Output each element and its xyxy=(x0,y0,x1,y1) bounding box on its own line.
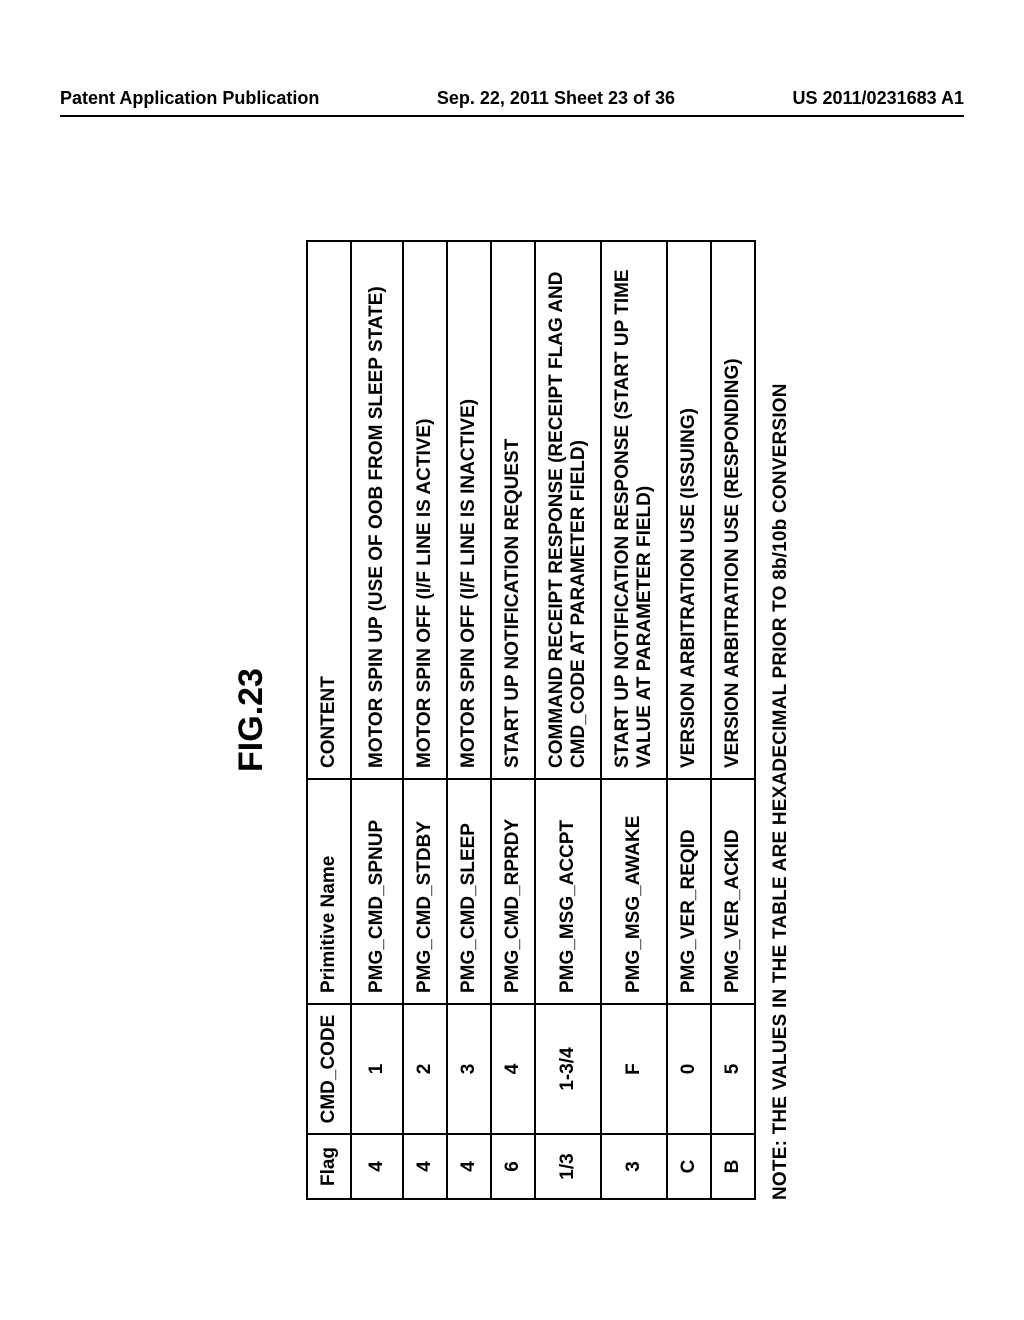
primitive-table: Flag CMD_CODE Primitive Name CONTENT 4 1… xyxy=(306,240,756,1200)
cell-code: 5 xyxy=(711,1004,755,1134)
cell-prim: PMG_CMD_RPRDY xyxy=(491,779,535,1004)
cell-prim: PMG_CMD_SPNUP xyxy=(351,779,403,1004)
cell-content: COMMAND RECEIPT RESPONSE (RECEIPT FLAG A… xyxy=(535,241,601,779)
table-row: 1/3 1-3/4 PMG_MSG_ACCPT COMMAND RECEIPT … xyxy=(535,241,601,1199)
cell-flag: 4 xyxy=(447,1134,491,1199)
table-note: NOTE: THE VALUES IN THE TABLE ARE HEXADE… xyxy=(770,240,792,1200)
cell-code: 2 xyxy=(403,1004,447,1134)
cell-content: VERSION ARBITRATION USE (ISSUING) xyxy=(667,241,711,779)
cell-prim: PMG_CMD_SLEEP xyxy=(447,779,491,1004)
table-row: B 5 PMG_VER_ACKID VERSION ARBITRATION US… xyxy=(711,241,755,1199)
cell-prim: PMG_VER_REQID xyxy=(667,779,711,1004)
col-header-flag: Flag xyxy=(307,1134,351,1199)
cell-content: MOTOR SPIN OFF (I/F LINE IS INACTIVE) xyxy=(447,241,491,779)
cell-prim: PMG_MSG_ACCPT xyxy=(535,779,601,1004)
cell-prim: PMG_VER_ACKID xyxy=(711,779,755,1004)
cell-code: 3 xyxy=(447,1004,491,1134)
header-rule xyxy=(60,115,964,117)
col-header-cmdcode: CMD_CODE xyxy=(307,1004,351,1134)
table-row: 4 1 PMG_CMD_SPNUP MOTOR SPIN UP (USE OF … xyxy=(351,241,403,1199)
col-header-prim: Primitive Name xyxy=(307,779,351,1004)
table-row: 4 2 PMG_CMD_STDBY MOTOR SPIN OFF (I/F LI… xyxy=(403,241,447,1199)
cell-content: MOTOR SPIN UP (USE OF OOB FROM SLEEP STA… xyxy=(351,241,403,779)
col-header-content: CONTENT xyxy=(307,241,351,779)
cell-flag: C xyxy=(667,1134,711,1199)
cell-content: VERSION ARBITRATION USE (RESPONDING) xyxy=(711,241,755,779)
cell-code: 1-3/4 xyxy=(535,1004,601,1134)
table-row: 6 4 PMG_CMD_RPRDY START UP NOTIFICATION … xyxy=(491,241,535,1199)
cell-code: 0 xyxy=(667,1004,711,1134)
header-center: Sep. 22, 2011 Sheet 23 of 36 xyxy=(437,88,675,109)
table-row: 3 F PMG_MSG_AWAKE START UP NOTIFICATION … xyxy=(601,241,667,1199)
cell-prim: PMG_MSG_AWAKE xyxy=(601,779,667,1004)
cell-flag: B xyxy=(711,1134,755,1199)
cell-code: F xyxy=(601,1004,667,1134)
cell-flag: 4 xyxy=(351,1134,403,1199)
cell-flag: 4 xyxy=(403,1134,447,1199)
header-left: Patent Application Publication xyxy=(60,88,319,109)
cell-content: START UP NOTIFICATION RESPONSE (START UP… xyxy=(601,241,667,779)
cell-content: MOTOR SPIN OFF (I/F LINE IS ACTIVE) xyxy=(403,241,447,779)
cell-flag: 6 xyxy=(491,1134,535,1199)
table-row: 4 3 PMG_CMD_SLEEP MOTOR SPIN OFF (I/F LI… xyxy=(447,241,491,1199)
page-header: Patent Application Publication Sep. 22, … xyxy=(0,88,1024,109)
table-row: C 0 PMG_VER_REQID VERSION ARBITRATION US… xyxy=(667,241,711,1199)
cell-prim: PMG_CMD_STDBY xyxy=(403,779,447,1004)
cell-content: START UP NOTIFICATION REQUEST xyxy=(491,241,535,779)
cell-flag: 1/3 xyxy=(535,1134,601,1199)
figure-region: FIG.23 Flag CMD_CODE Primitive Name CONT… xyxy=(40,220,984,1220)
cell-code: 1 xyxy=(351,1004,403,1134)
cell-flag: 3 xyxy=(601,1134,667,1199)
figure-title: FIG.23 xyxy=(232,240,271,1200)
table-header-row: Flag CMD_CODE Primitive Name CONTENT xyxy=(307,241,351,1199)
header-right: US 2011/0231683 A1 xyxy=(793,88,964,109)
cell-code: 4 xyxy=(491,1004,535,1134)
